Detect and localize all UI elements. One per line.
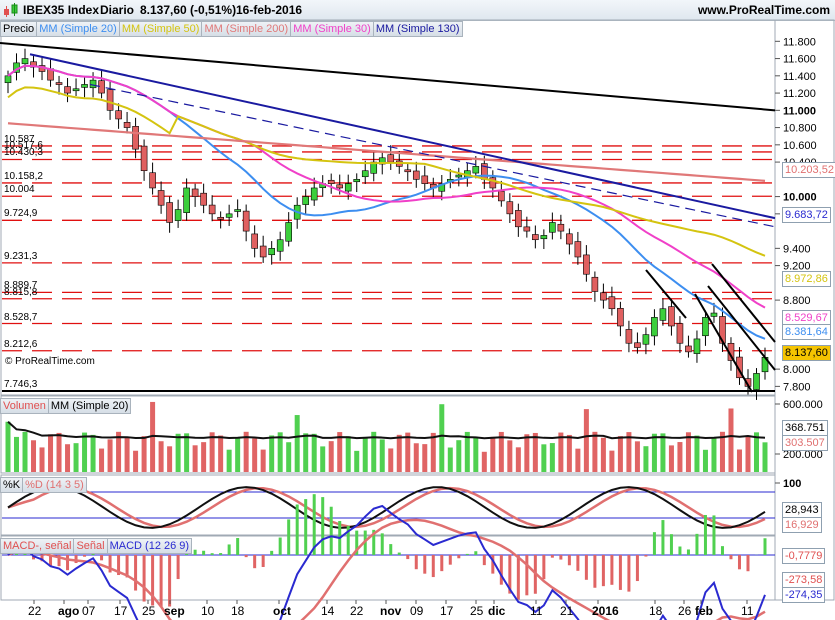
x-axis-label: 18 (231, 604, 245, 618)
level-label: 9.231,3 (4, 250, 38, 262)
period-label[interactable]: Diario (100, 3, 135, 17)
macd-tag: -0,7779 (782, 548, 826, 564)
price-tag: 9.683,72 (782, 207, 831, 223)
price-axis-label: 11.000 (783, 105, 816, 117)
x-axis-label: 25 (470, 604, 484, 618)
x-axis-label: sep (164, 604, 185, 618)
stochastic-tag: 28,943 (782, 502, 822, 518)
macd-tag: -274,35 (782, 587, 826, 603)
x-axis-label: 11 (530, 604, 543, 618)
price-axis-label: 11.800 (783, 36, 816, 48)
x-axis-label: 22 (350, 604, 364, 618)
x-axis-label: 14 (321, 604, 335, 618)
stochastic-tag: 16,929 (782, 517, 822, 533)
date-label: 16-feb-2016 (236, 3, 303, 17)
x-axis-label: 17 (440, 604, 454, 618)
x-axis-label: 10 (201, 604, 215, 618)
x-axis-label: 25 (142, 604, 156, 618)
volume-tag: 303.507 (782, 435, 828, 451)
svg-text:© ProRealTime.com: © ProRealTime.com (5, 356, 95, 367)
x-axis-label: 11 (741, 604, 754, 618)
volume-tag: 368.751 (782, 420, 828, 436)
level-label: 9.724,9 (4, 208, 38, 220)
title-bar: IBEX35 Index Diario 8.137,60 (-0,51%) 16… (0, 0, 835, 21)
last-price: 8.137,60 (-0,51%) (140, 3, 237, 17)
level-label: 10.158,2 (4, 170, 43, 182)
price-axis-label: 11.400 (783, 71, 816, 83)
macd-legend: MACD-, señal Señal MACD (12 26 9) (0, 538, 193, 554)
price_legend-legend-item[interactable]: Precio (0, 21, 38, 37)
x-axis-label: 09 (410, 604, 424, 618)
price-tag: 8.381,64 (782, 324, 831, 340)
price-axis-label: 9.200 (783, 261, 811, 273)
level-label: 10.517,6 (4, 139, 43, 151)
x-axis-label: 22 (28, 604, 42, 618)
x-axis-label: 21 (560, 604, 574, 618)
price_legend-legend-item[interactable]: MM (Simple 50) (118, 21, 203, 37)
price-axis-label: 10.000 (783, 192, 817, 204)
x-axis-label: 18 (649, 604, 663, 618)
volume_legend-legend-item[interactable]: Volumen (0, 398, 49, 414)
price-axis-label: 7.800 (783, 381, 811, 393)
level-label: 8.815,8 (4, 286, 38, 298)
x-axis-label: oct (273, 604, 291, 618)
x-axis-label: 07 (82, 604, 96, 618)
x-axis-label: feb (695, 604, 713, 618)
price-axis-label: 8.800 (783, 295, 811, 307)
level-label: 8.528,7 (4, 311, 38, 323)
macd_legend-legend-item[interactable]: MACD (12 26 9) (106, 538, 193, 554)
price-axis-label: 11.200 (783, 88, 816, 100)
price_legend-legend-item[interactable]: MM (Simple 200) (201, 21, 292, 37)
volume-legend: Volumen MM (Simple 20) (0, 398, 132, 414)
macd_legend-legend-item[interactable]: MACD-, señal (0, 538, 75, 554)
price-axis-label: 10.600 (783, 140, 817, 152)
macd_legend-legend-item[interactable]: Señal (73, 538, 108, 554)
price-tag: 8.972,86 (782, 271, 831, 287)
price-tag: 10.203,52 (782, 162, 835, 178)
price-axis-label: 11.600 (783, 54, 816, 66)
stoch_legend-legend-item[interactable]: %K (0, 477, 24, 493)
price_legend-legend-item[interactable]: MM (Simple 130) (372, 21, 463, 37)
site-link[interactable]: www.ProRealTime.com (697, 3, 830, 17)
x-axis-label: nov (380, 604, 402, 618)
price-axis-label: 9.400 (783, 243, 811, 255)
candlestick-logo-icon (4, 3, 18, 17)
price-axis-label: 8.000 (783, 364, 811, 376)
macd-tag: -273,58 (782, 572, 826, 588)
svg-text:200.000: 200.000 (783, 449, 823, 461)
x-axis-label: 17 (114, 604, 128, 618)
x-axis-label: ago (58, 604, 80, 618)
price_legend-legend-item[interactable]: MM (Simple 20) (36, 21, 120, 37)
x-axis-label: dic (488, 604, 506, 618)
price_legend-legend-item[interactable]: MM (Simple 30) (290, 21, 374, 37)
x-axis-label: 2016 (592, 604, 619, 618)
volume_legend-legend-item[interactable]: MM (Simple 20) (47, 398, 132, 414)
stoch_legend-legend-item[interactable]: %D (14 3 5) (22, 477, 87, 493)
price-axis-label: 10.800 (783, 123, 817, 135)
level-label: 8.212,6 (4, 338, 38, 350)
svg-text:600.000: 600.000 (783, 399, 823, 411)
level-label: 8.889,7 (4, 280, 38, 292)
level-label: 10.004 (4, 184, 35, 196)
level-label: 7.746,3 (4, 379, 38, 390)
x-axis-label: 26 (678, 604, 692, 618)
stochastic-legend: %K %D (14 3 5) (0, 477, 87, 493)
instrument-name: IBEX35 Index (23, 3, 100, 17)
price-legend: Precio MM (Simple 20) MM (Simple 50) MM (Si… (0, 21, 463, 37)
level-label: 10.587 (4, 133, 35, 145)
level-label: 10.430,3 (4, 147, 43, 159)
price-tag: 8.137,60 (782, 345, 831, 361)
svg-text:100: 100 (783, 478, 801, 490)
